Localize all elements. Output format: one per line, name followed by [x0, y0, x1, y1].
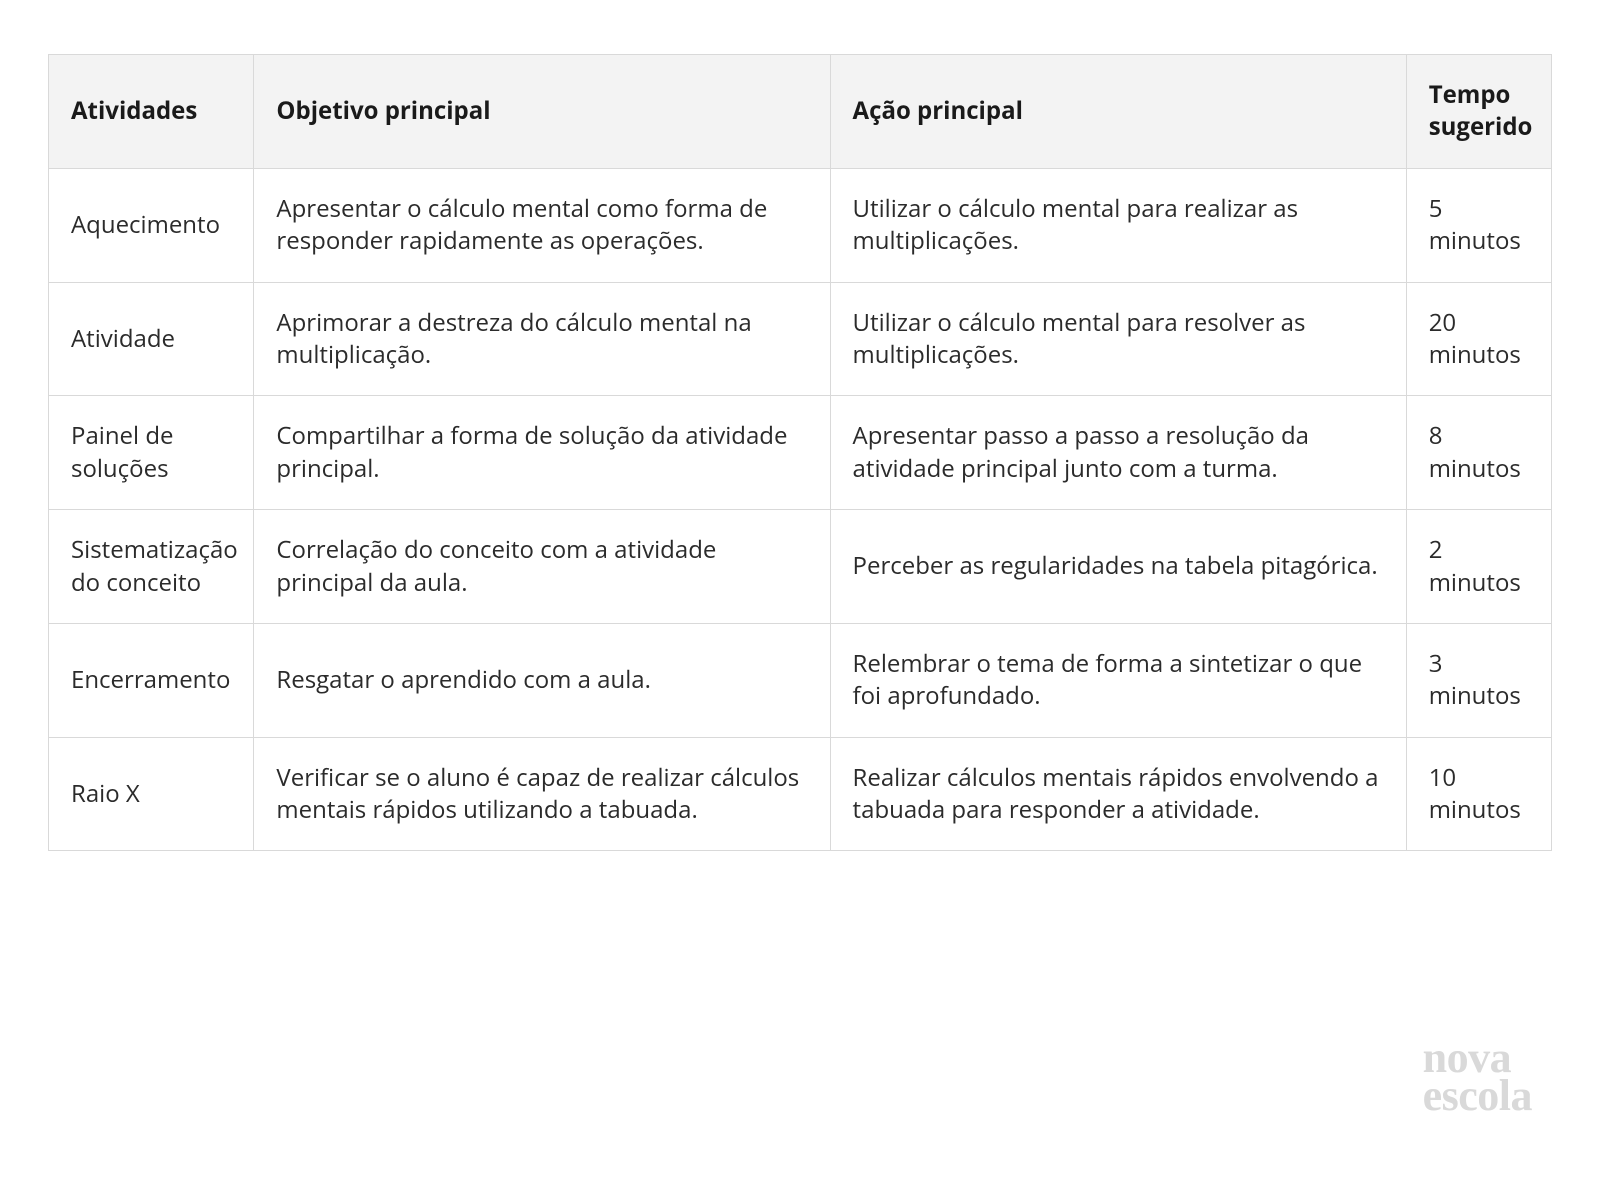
cell-acao: Perceber as regularidades na tabela pita… [830, 510, 1406, 624]
page-root: Atividades Objetivo principal Ação princ… [0, 0, 1600, 1200]
cell-atividades: Encerramento [49, 623, 254, 737]
cell-objetivo: Apresentar o cálculo mental como forma d… [254, 168, 830, 282]
cell-tempo: 8 minutos [1406, 396, 1551, 510]
table-row: Atividade Aprimorar a destreza do cálcul… [49, 282, 1552, 396]
cell-acao: Realizar cálculos mentais rápidos envolv… [830, 737, 1406, 851]
cell-atividades: Raio X [49, 737, 254, 851]
table-body: Aquecimento Apresentar o cálculo mental … [49, 168, 1552, 851]
table-row: Raio X Verificar se o aluno é capaz de r… [49, 737, 1552, 851]
cell-objetivo: Verificar se o aluno é capaz de realizar… [254, 737, 830, 851]
col-header-acao: Ação principal [830, 55, 1406, 169]
lesson-plan-table: Atividades Objetivo principal Ação princ… [48, 54, 1552, 851]
cell-tempo: 5 minutos [1406, 168, 1551, 282]
cell-tempo: 10 minutos [1406, 737, 1551, 851]
table-row: Sistematização do conceito Correlação do… [49, 510, 1552, 624]
table-header: Atividades Objetivo principal Ação princ… [49, 55, 1552, 169]
logo-line-2: escola [1423, 1077, 1532, 1116]
table-row: Encerramento Resgatar o aprendido com a … [49, 623, 1552, 737]
cell-atividades: Aquecimento [49, 168, 254, 282]
cell-objetivo: Aprimorar a destreza do cálculo mental n… [254, 282, 830, 396]
table-row: Painel de soluções Compartilhar a forma … [49, 396, 1552, 510]
cell-objetivo: Resgatar o aprendido com a aula. [254, 623, 830, 737]
cell-tempo: 20 minutos [1406, 282, 1551, 396]
cell-acao: Utilizar o cálculo mental para realizar … [830, 168, 1406, 282]
table-row: Aquecimento Apresentar o cálculo mental … [49, 168, 1552, 282]
cell-tempo: 2 minutos [1406, 510, 1551, 624]
cell-acao: Relembrar o tema de forma a sintetizar o… [830, 623, 1406, 737]
cell-atividades: Painel de soluções [49, 396, 254, 510]
cell-atividades: Sistematização do conceito [49, 510, 254, 624]
cell-objetivo: Correlação do conceito com a atividade p… [254, 510, 830, 624]
nova-escola-logo: nova escola [1423, 1039, 1532, 1116]
col-header-atividades: Atividades [49, 55, 254, 169]
col-header-objetivo: Objetivo principal [254, 55, 830, 169]
col-header-tempo: Tempo sugerido [1406, 55, 1551, 169]
cell-acao: Utilizar o cálculo mental para resolver … [830, 282, 1406, 396]
table-header-row: Atividades Objetivo principal Ação princ… [49, 55, 1552, 169]
cell-acao: Apresentar passo a passo a resolução da … [830, 396, 1406, 510]
cell-tempo: 3 minutos [1406, 623, 1551, 737]
cell-objetivo: Compartilhar a forma de solução da ativi… [254, 396, 830, 510]
cell-atividades: Atividade [49, 282, 254, 396]
